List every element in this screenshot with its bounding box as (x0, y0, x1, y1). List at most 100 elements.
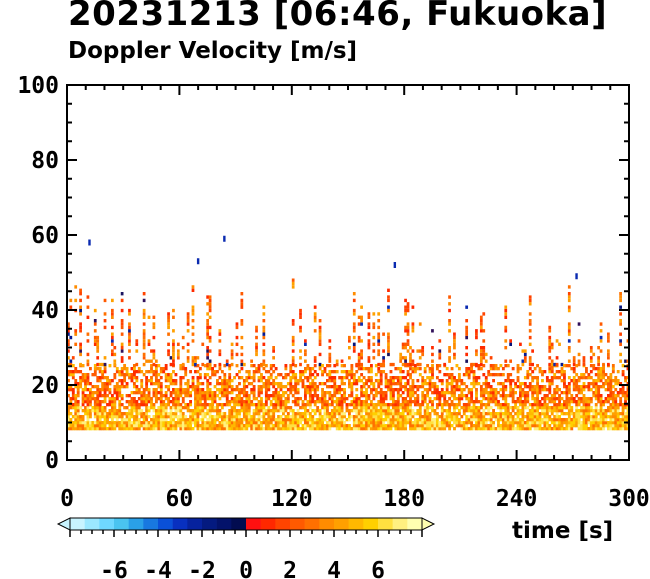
velocity-cell (262, 409, 266, 413)
velocity-cell (362, 367, 366, 371)
velocity-cell (462, 412, 466, 416)
velocity-cell (252, 385, 256, 389)
velocity-cell (291, 342, 295, 346)
velocity-cell (585, 370, 588, 374)
velocity-cell (108, 364, 112, 368)
velocity-cell (198, 403, 202, 407)
velocity-cell (357, 356, 361, 360)
velocity-cell (457, 379, 461, 383)
velocity-cell (264, 391, 268, 395)
velocity-cell (538, 400, 542, 404)
velocity-cell (470, 388, 474, 392)
velocity-cell (374, 424, 378, 428)
velocity-cell (157, 373, 161, 377)
velocity-cell (607, 349, 610, 353)
velocity-cell (482, 312, 486, 316)
velocity-cell (323, 412, 327, 416)
velocity-cell (572, 379, 576, 383)
velocity-cell (306, 400, 310, 404)
velocity-cell (233, 427, 236, 431)
peak-echo (223, 235, 226, 242)
velocity-cell (599, 385, 603, 389)
velocity-cell (409, 373, 412, 377)
velocity-cell (130, 397, 134, 401)
velocity-cell (159, 400, 163, 404)
velocity-cell (401, 376, 405, 380)
velocity-cell (321, 421, 324, 425)
velocity-cell (607, 388, 610, 392)
velocity-cell (362, 403, 366, 407)
velocity-cell (110, 349, 114, 353)
velocity-cell (191, 362, 195, 367)
velocity-cell (164, 385, 168, 389)
velocity-cell (294, 364, 298, 368)
velocity-cell (389, 415, 393, 419)
velocity-cell (79, 312, 82, 316)
velocity-cell (523, 421, 527, 425)
velocity-cell (352, 325, 356, 330)
velocity-cell (582, 418, 586, 422)
velocity-cell (218, 415, 222, 419)
velocity-cell (274, 391, 278, 395)
velocity-cell (294, 412, 298, 416)
velocity-cell (213, 415, 217, 419)
velocity-cell (538, 385, 542, 389)
velocity-cell (548, 424, 552, 428)
velocity-cell (201, 412, 205, 416)
velocity-cell (103, 319, 107, 323)
velocity-cell (511, 427, 515, 431)
velocity-cell (614, 421, 618, 425)
velocity-cell (167, 379, 171, 383)
velocity-cell (599, 400, 603, 404)
velocity-cell (509, 424, 513, 428)
velocity-cell (284, 385, 288, 389)
velocity-cell (619, 400, 623, 404)
velocity-cell (357, 322, 361, 326)
velocity-cell (189, 424, 193, 428)
velocity-cell (174, 424, 178, 428)
velocity-cell (548, 409, 552, 413)
velocity-cell (252, 427, 256, 431)
velocity-cell (602, 424, 605, 428)
velocity-cell (428, 412, 432, 416)
velocity-cell (616, 391, 620, 395)
velocity-cell (67, 385, 70, 389)
velocity-cell (74, 367, 78, 371)
velocity-cell (235, 394, 239, 398)
velocity-cell (326, 364, 329, 368)
velocity-cell (389, 362, 393, 367)
peak-echo (88, 239, 91, 246)
velocity-cell (213, 418, 217, 422)
velocity-cell (426, 406, 430, 410)
velocity-cell (611, 370, 615, 374)
velocity-cell (538, 418, 542, 422)
velocity-cell (409, 394, 412, 398)
velocity-cell (470, 424, 474, 428)
velocity-cell (260, 362, 263, 367)
velocity-cell (198, 409, 202, 413)
velocity-cell (340, 424, 344, 428)
velocity-cell (487, 385, 491, 389)
velocity-cell (365, 412, 368, 416)
velocity-cell (348, 385, 351, 389)
velocity-cell (377, 427, 381, 431)
velocity-cell (260, 427, 263, 431)
velocity-cell (514, 412, 517, 416)
velocity-cell (167, 352, 170, 357)
velocity-cell (216, 424, 219, 428)
velocity-cell (421, 427, 425, 431)
velocity-cell (372, 409, 376, 413)
velocity-cell (460, 427, 464, 431)
velocity-cell (184, 373, 188, 377)
velocity-cell (391, 394, 395, 398)
velocity-cell (152, 356, 156, 360)
velocity-cell (321, 418, 324, 422)
velocity-cell (563, 421, 566, 425)
velocity-cell (172, 346, 175, 350)
velocity-cell (501, 406, 505, 410)
velocity-cell (286, 421, 290, 425)
velocity-cell (76, 403, 80, 407)
velocity-cell (550, 379, 554, 383)
velocity-cell (589, 424, 593, 428)
velocity-cell (203, 394, 207, 398)
